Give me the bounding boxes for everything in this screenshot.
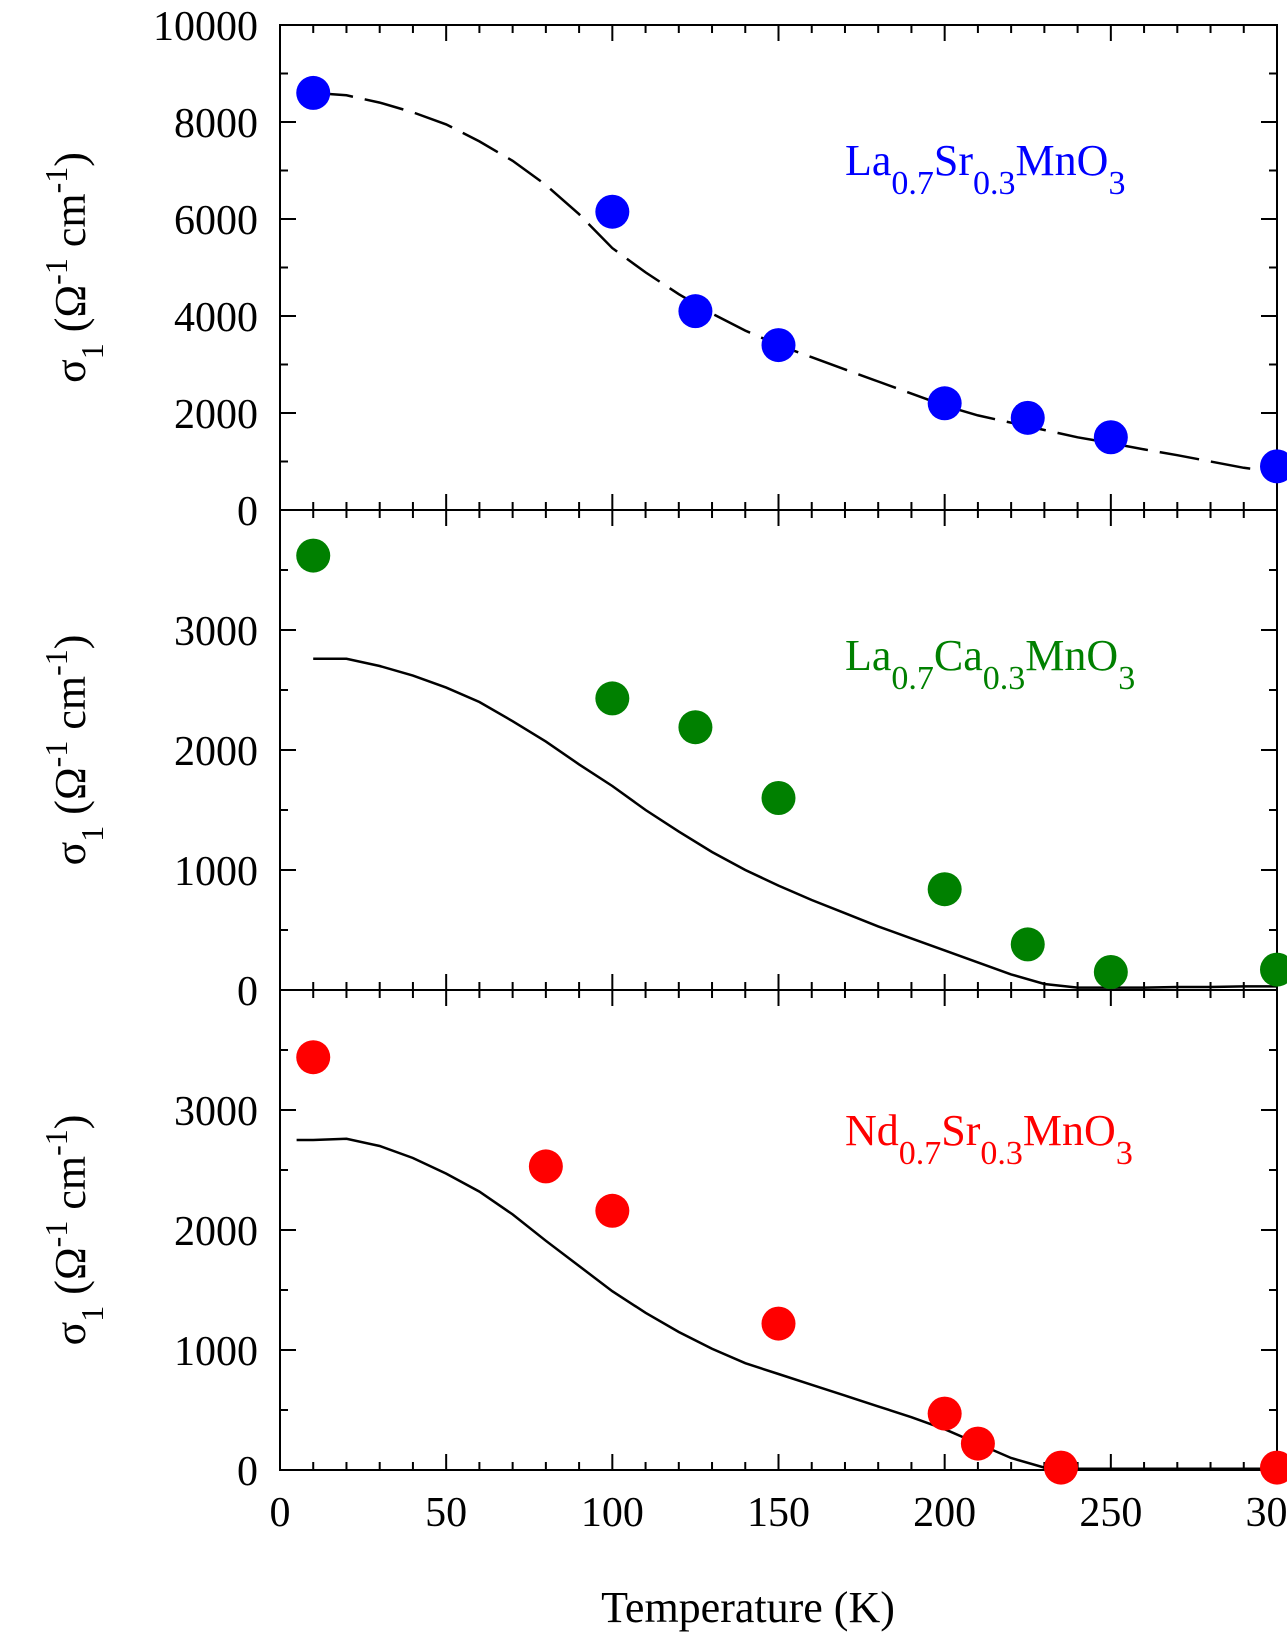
data-point [1010, 927, 1045, 962]
data-point [1260, 449, 1287, 484]
data-point [1043, 1450, 1078, 1485]
x-axis-title: Temperature (K) [601, 1583, 895, 1632]
data-point [595, 681, 630, 716]
y-tick-label: 3000 [174, 1089, 258, 1135]
x-axis: 0 50 100 150 200 250 300 [270, 1490, 1287, 1536]
data-point [1093, 955, 1128, 989]
data-point [1260, 952, 1287, 987]
panel-frame [279, 989, 1278, 1471]
data-point [927, 1396, 962, 1431]
y-tick-label: 8000 [174, 101, 258, 147]
y-axis-title: σ1 (Ω-1 cm-1) [38, 635, 110, 866]
x-tick-label: 0 [270, 1490, 291, 1536]
data-point [927, 386, 962, 421]
x-tick-label: 100 [581, 1490, 644, 1536]
data-point [296, 75, 331, 110]
x-tick-label: 50 [425, 1490, 467, 1536]
panel-1: 0 2000 4000 6000 8000 10000 σ1 (Ω-1 cm-1) La0.7… [38, 4, 1287, 535]
y-tick-label: 0 [237, 1449, 258, 1495]
data-point [761, 1306, 796, 1341]
data-point [595, 1193, 630, 1228]
data-point [960, 1426, 995, 1461]
data-point [678, 710, 713, 745]
y-tick-label: 6000 [174, 198, 258, 244]
model-curve [313, 657, 1277, 989]
x-tick-label: 200 [913, 1490, 976, 1536]
y-tick-label: 1000 [174, 1329, 258, 1375]
x-tick-label: 300 [1246, 1490, 1287, 1536]
data-point [595, 194, 630, 229]
panel-3: 0 1000 2000 3000 σ1 (Ω-1 cm-1) Nd0.7Sr0.3MnO3 [38, 989, 1287, 1495]
data-point [296, 1040, 331, 1075]
y-axis-title: σ1 (Ω-1 cm-1) [38, 152, 110, 383]
panel-label: La0.7Sr0.3MnO3 [845, 136, 1125, 202]
y-tick-label: 1000 [174, 849, 258, 895]
panel-2: 0 1000 2000 3000 σ1 (Ω-1 cm-1) La0.7Ca0.3MnO3 [38, 509, 1287, 1015]
data-point [761, 781, 796, 815]
data-point [761, 328, 796, 363]
y-axis-title: σ1 (Ω-1 cm-1) [38, 1115, 110, 1346]
y-tick-label: 3000 [174, 609, 258, 655]
y-tick-label: 4000 [174, 295, 258, 341]
y-tick-label: 2000 [174, 1209, 258, 1255]
x-tick-label: 250 [1079, 1490, 1142, 1536]
x-tick-label: 150 [747, 1490, 810, 1536]
data-point [927, 872, 962, 907]
data-point [1093, 420, 1128, 455]
model-curve [296, 1137, 1277, 1471]
y-tick-label: 0 [237, 489, 258, 535]
model-curve [313, 91, 1278, 474]
y-tick-label: 2000 [174, 392, 258, 438]
data-point [1010, 400, 1045, 435]
panel-label: La0.7Ca0.3MnO3 [845, 631, 1135, 697]
data-point [528, 1149, 563, 1184]
y-tick-label: 0 [237, 969, 258, 1015]
y-tick-label: 2000 [174, 729, 258, 775]
data-point [678, 294, 713, 329]
panel-frame [279, 509, 1278, 991]
y-tick-label: 10000 [153, 4, 258, 50]
panel-label: Nd0.7Sr0.3MnO3 [845, 1106, 1133, 1172]
data-point [296, 538, 331, 573]
data-point [1260, 1450, 1287, 1485]
